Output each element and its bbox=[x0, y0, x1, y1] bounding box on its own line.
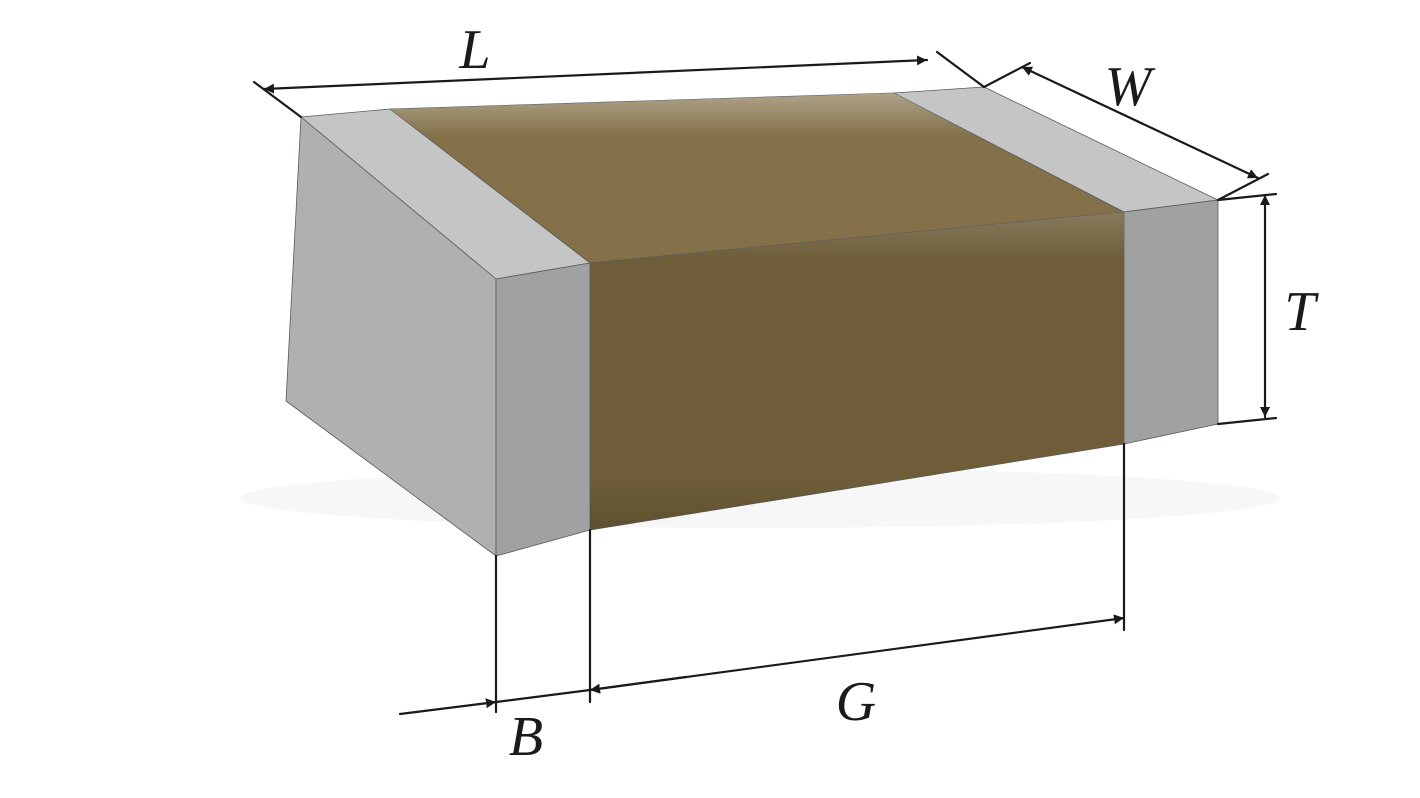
dim-label-T: T bbox=[1284, 281, 1319, 343]
dim-label-L: L bbox=[458, 19, 490, 81]
face-front_left_terminal bbox=[496, 263, 590, 556]
dim-label-G: G bbox=[836, 671, 876, 733]
face-front_right_terminal bbox=[1124, 200, 1218, 444]
dim-label-B: B bbox=[509, 706, 543, 768]
dim-label-W: W bbox=[1105, 56, 1156, 118]
